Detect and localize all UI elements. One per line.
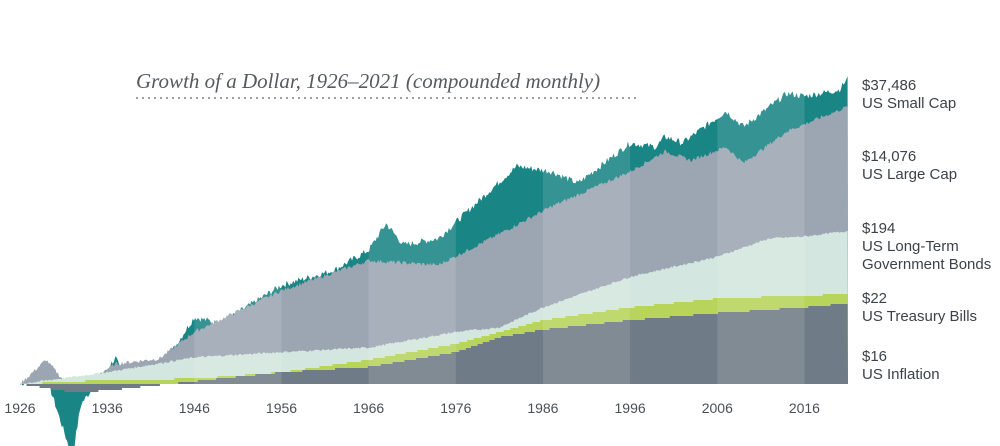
series-name: US Inflation [862,366,940,383]
series-end-value: $37,486 [862,77,916,94]
chart-title: Growth of a Dollar, 1926–2021 (compounde… [136,69,600,93]
series-name: US Large Cap [862,166,957,183]
x-tick-label: 1926 [4,400,35,416]
series-name: US Long-Term [862,238,959,255]
series-area-us-inflation [20,304,848,392]
series-end-value: $14,076 [862,148,916,165]
x-axis-ticks: 1926 1936 1946 1956 1966 1976 1986 1996 2006 2016 [4,400,820,416]
series-end-value: $22 [862,290,887,307]
x-tick-label: 1986 [527,400,558,416]
x-tick-label: 1966 [353,400,384,416]
series-name: US Treasury Bills [862,308,977,325]
decade-band [194,60,282,384]
decade-band [542,60,631,384]
x-tick-label: 1946 [179,400,210,416]
x-tick-label: 1956 [266,400,297,416]
series-end-value: $16 [862,348,887,365]
decade-shading [194,60,805,384]
x-tick-label: 1996 [615,400,646,416]
x-tick-label: 2006 [702,400,733,416]
decade-band [368,60,456,384]
series-layer [20,60,848,446]
x-tick-label: 2016 [789,400,820,416]
x-tick-label: 1976 [440,400,471,416]
decade-band [717,60,805,384]
series-name: US Small Cap [862,95,956,112]
x-tick-label: 1936 [92,400,123,416]
series-name: Government Bonds [862,256,991,273]
series-end-value: $194 [862,220,895,237]
